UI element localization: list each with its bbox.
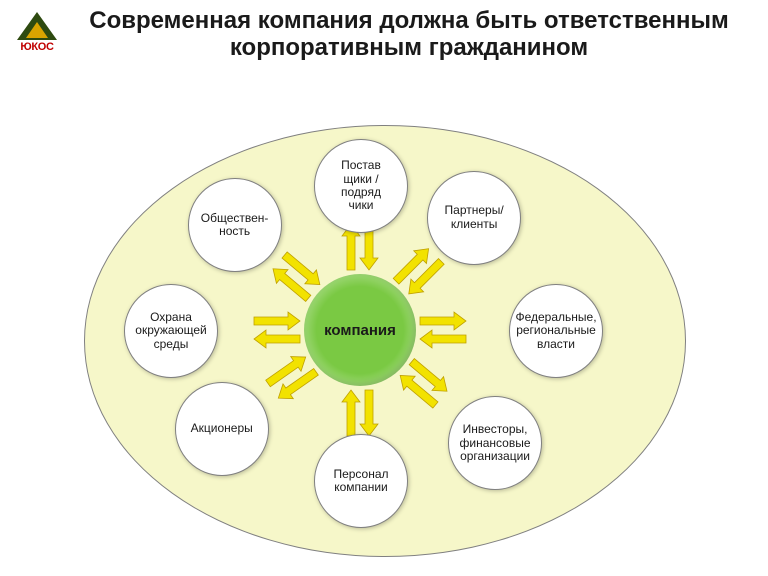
- node-label: Инвесторы,финансовыеорганизации: [460, 423, 531, 463]
- node-public: Обществен-ность: [188, 178, 282, 272]
- node-shareholders: Акционеры: [175, 382, 269, 476]
- node-label: Обществен-ность: [201, 212, 269, 239]
- logo-text: ЮКОС: [14, 41, 60, 53]
- page-title: Современная компания должна быть ответст…: [80, 8, 738, 62]
- node-investors: Инвесторы,финансовыеорганизации: [448, 396, 542, 490]
- node-label: Охранаокружающейсреды: [135, 311, 206, 351]
- node-label: Федеральные,региональныевласти: [515, 311, 596, 351]
- node-label: Персоналкомпании: [333, 468, 388, 495]
- center-label: компания: [324, 322, 396, 339]
- node-personnel: Персоналкомпании: [314, 434, 408, 528]
- node-label: Поставщики /подрядчики: [341, 159, 381, 213]
- node-partners: Партнеры/клиенты: [427, 171, 521, 265]
- node-label: Акционеры: [191, 422, 253, 435]
- node-label: Партнеры/клиенты: [445, 204, 504, 231]
- node-authorities: Федеральные,региональныевласти: [509, 284, 603, 378]
- slide: ЮКОС Современная компания должна быть от…: [0, 0, 768, 576]
- center-node: компания: [304, 274, 416, 386]
- node-environment: Охранаокружающейсреды: [124, 284, 218, 378]
- node-suppliers: Поставщики /подрядчики: [314, 139, 408, 233]
- logo: ЮКОС: [14, 12, 60, 53]
- logo-triangle-icon: [17, 12, 57, 40]
